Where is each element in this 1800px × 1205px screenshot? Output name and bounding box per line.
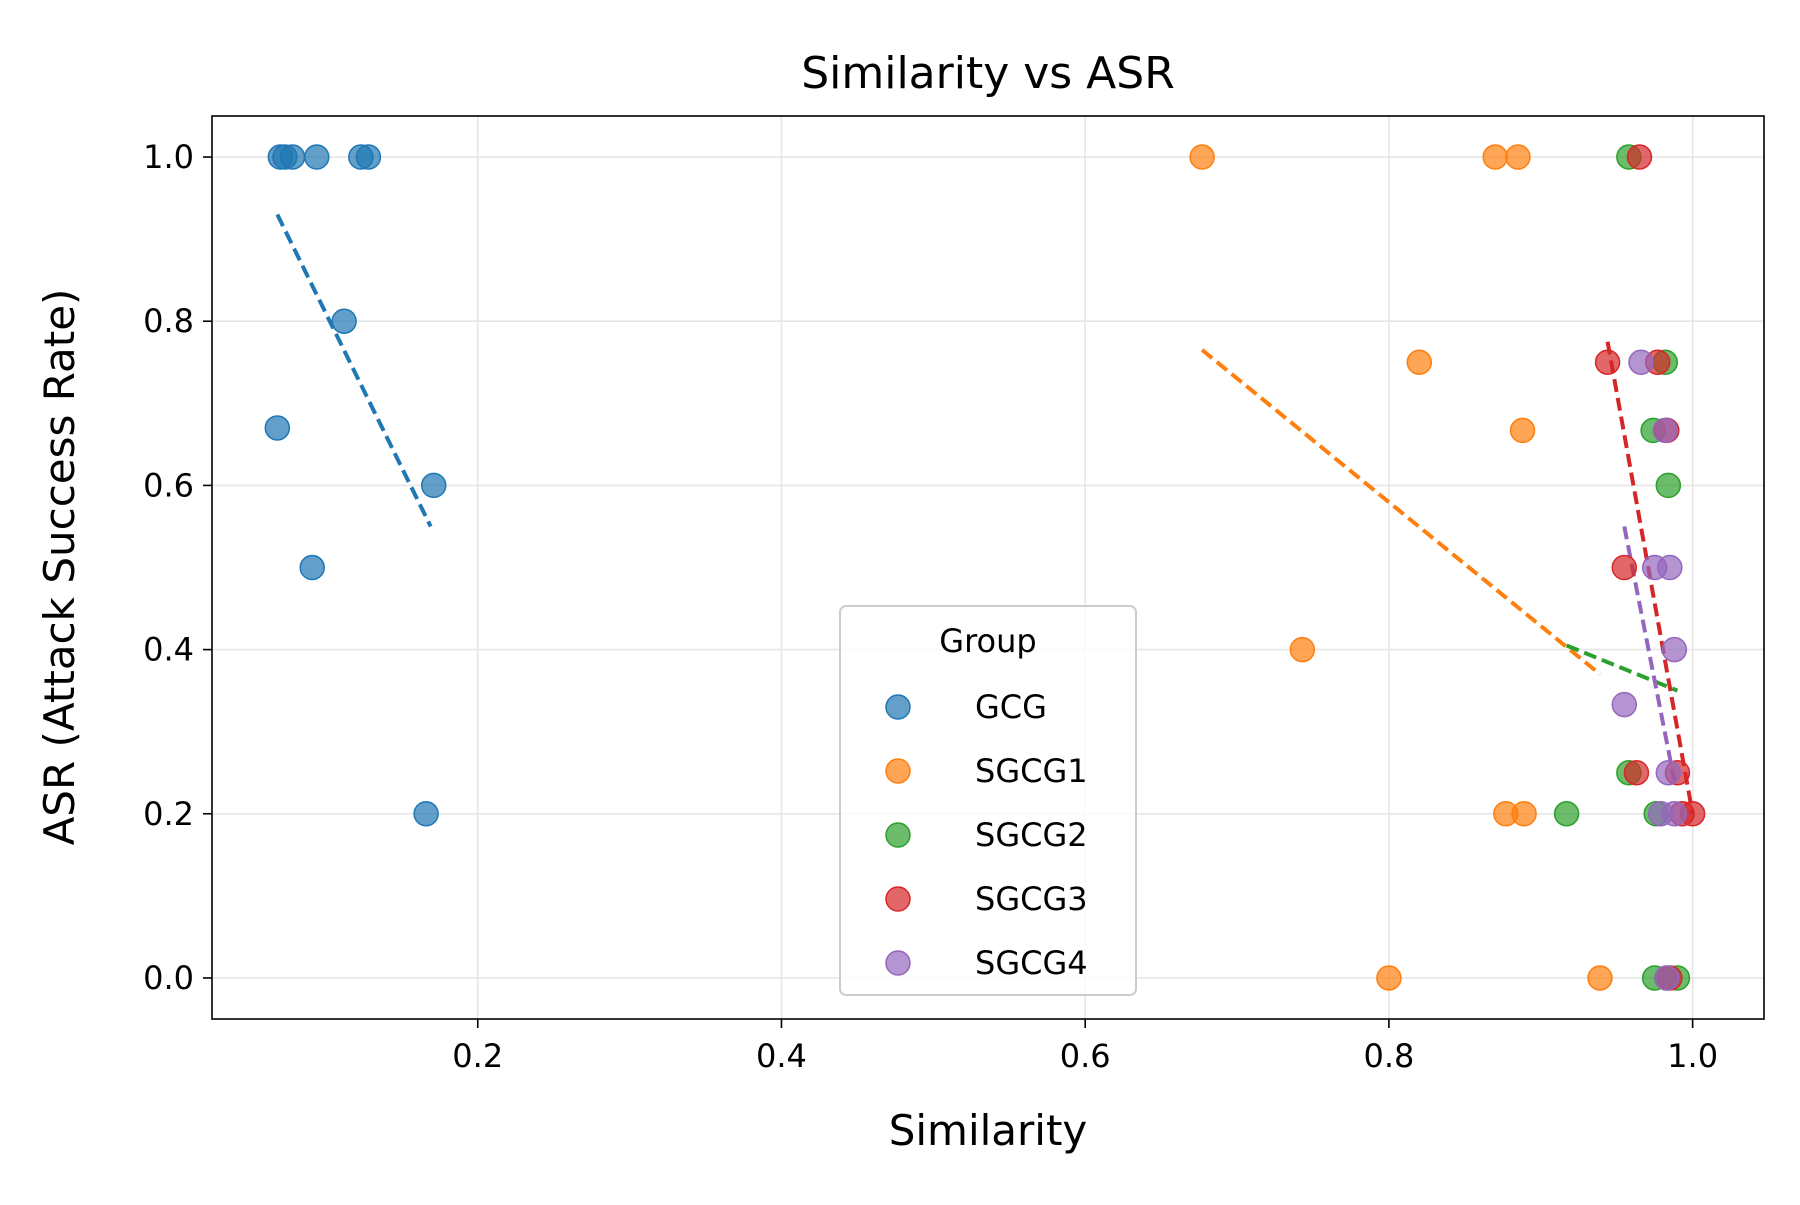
data-point-sgcg4 bbox=[1657, 554, 1683, 581]
data-point-sgcg1 bbox=[1509, 417, 1536, 444]
data-point-gcg bbox=[355, 144, 382, 170]
legend-marker-sgcg1 bbox=[885, 758, 911, 784]
data-point-sgcg3 bbox=[1594, 349, 1621, 376]
data-point-sgcg4 bbox=[1661, 801, 1688, 827]
legend-box bbox=[839, 605, 1137, 996]
legend-marker-sgcg4 bbox=[885, 950, 911, 976]
data-points bbox=[264, 144, 1706, 991]
legend-items: GCG SGCG1 SGCG2 SGCG3 SGCG4 bbox=[885, 688, 1088, 982]
x-tick-label: 0.8 bbox=[1363, 1037, 1414, 1075]
data-point-sgcg1 bbox=[1482, 144, 1508, 170]
y-tick-label: 0.8 bbox=[143, 302, 194, 340]
data-point-sgcg1 bbox=[1376, 965, 1402, 991]
data-point-sgcg4 bbox=[1628, 349, 1654, 376]
data-point-sgcg4 bbox=[1654, 965, 1680, 991]
data-point-sgcg1 bbox=[1289, 636, 1316, 663]
data-point-gcg bbox=[304, 144, 330, 170]
x-tick-label: 0.6 bbox=[1060, 1037, 1111, 1075]
data-point-sgcg2 bbox=[1655, 472, 1682, 499]
axis-ticks: 0.2 0.4 0.6 0.8 1.0 0.0 0.2 0.4 0.6 0.8 1.0 bbox=[143, 138, 1718, 1075]
trend-lines bbox=[275, 213, 1695, 815]
legend-label-sgcg4: SGCG4 bbox=[975, 944, 1088, 982]
legend: Group GCG SGCG1 SGCG2 SGCG3 SGCG4 bbox=[839, 605, 1137, 996]
data-point-sgcg1 bbox=[1587, 965, 1613, 991]
data-point-gcg bbox=[420, 472, 447, 499]
y-tick-label: 0.4 bbox=[143, 631, 194, 669]
data-point-sgcg3 bbox=[1626, 144, 1653, 170]
data-point-sgcg1 bbox=[1511, 801, 1537, 827]
legend-marker-gcg bbox=[885, 694, 911, 720]
x-tick-label: 0.2 bbox=[452, 1037, 503, 1075]
x-tick-label: 0.4 bbox=[756, 1037, 807, 1075]
data-point-sgcg4 bbox=[1611, 691, 1638, 718]
y-tick-label: 0.6 bbox=[143, 466, 194, 504]
data-point-sgcg1 bbox=[1505, 144, 1531, 170]
axes-frame bbox=[211, 115, 1765, 1020]
legend-label-sgcg3: SGCG3 bbox=[975, 880, 1088, 918]
x-tick-label: 1.0 bbox=[1667, 1037, 1718, 1075]
data-point-sgcg1 bbox=[1406, 349, 1433, 376]
legend-marker-sgcg3 bbox=[885, 886, 911, 912]
y-tick-label: 1.0 bbox=[143, 138, 194, 176]
y-tick-label: 0.0 bbox=[143, 959, 194, 997]
y-axis-label: ASR (Attack Success Rate) bbox=[35, 289, 84, 846]
trend-line-sgcg2 bbox=[1565, 643, 1679, 693]
data-point-gcg bbox=[264, 415, 291, 441]
trend-line-sgcg1 bbox=[1200, 348, 1602, 676]
data-point-gcg bbox=[331, 308, 357, 334]
data-point-sgcg4 bbox=[1652, 417, 1679, 444]
y-tick-label: 0.2 bbox=[143, 795, 194, 833]
data-point-gcg bbox=[413, 801, 439, 827]
data-point-sgcg3 bbox=[1611, 554, 1638, 581]
data-point-sgcg1 bbox=[1189, 144, 1215, 170]
data-point-sgcg4 bbox=[1661, 636, 1688, 663]
legend-marker-sgcg2 bbox=[885, 822, 911, 848]
legend-title: Group bbox=[939, 622, 1036, 660]
data-point-sgcg3 bbox=[1623, 759, 1650, 786]
data-point-sgcg4 bbox=[1655, 759, 1682, 786]
data-point-gcg bbox=[279, 144, 306, 170]
data-point-sgcg2 bbox=[1553, 801, 1580, 827]
legend-label-sgcg1: SGCG1 bbox=[975, 752, 1088, 790]
data-point-gcg bbox=[299, 554, 325, 581]
chart-title: Similarity vs ASR bbox=[801, 48, 1175, 99]
x-axis-label: Similarity bbox=[889, 1106, 1088, 1155]
trend-line-gcg bbox=[275, 213, 433, 528]
legend-label-gcg: GCG bbox=[975, 688, 1047, 726]
legend-label-sgcg2: SGCG2 bbox=[975, 816, 1088, 854]
